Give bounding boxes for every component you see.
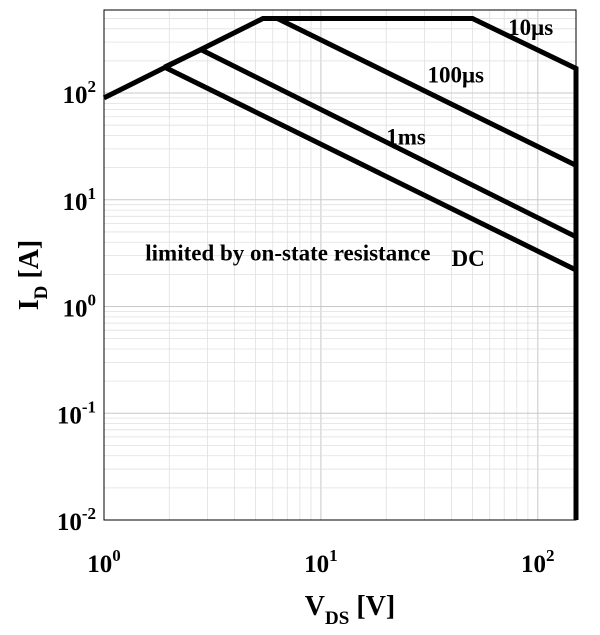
y-tick-label: 10-2 (57, 504, 96, 536)
curve-10us (102, 16, 579, 520)
annotation-10us: 10μs (508, 15, 553, 40)
x-tick-label: 101 (304, 546, 338, 578)
tick-labels: 100 101 102 10-2 10-1 100 101 102 (57, 77, 555, 578)
y-tick-label: 101 (63, 184, 97, 216)
x-tick-label: 102 (521, 546, 555, 578)
x-axis-label: VDS [V] (305, 591, 395, 629)
curve-1ms (163, 46, 578, 240)
curve-DC (163, 64, 578, 273)
annotation-100us: 100μs (427, 63, 484, 88)
curve-100us (276, 16, 578, 168)
annotations: 10μs 100μs 1ms DC limited by on-state resist… (145, 15, 553, 271)
y-tick-label: 102 (63, 77, 97, 109)
y-axis-label: ID [A] (14, 240, 52, 311)
y-tick-label: 10-1 (57, 397, 96, 429)
curves (102, 16, 579, 520)
y-tick-label: 100 (63, 291, 97, 323)
annotation-DC: DC (451, 246, 484, 271)
annotation-1ms: 1ms (386, 124, 426, 149)
annotation-limited: limited by on-state resistance (145, 240, 430, 265)
x-tick-label: 100 (87, 546, 121, 578)
